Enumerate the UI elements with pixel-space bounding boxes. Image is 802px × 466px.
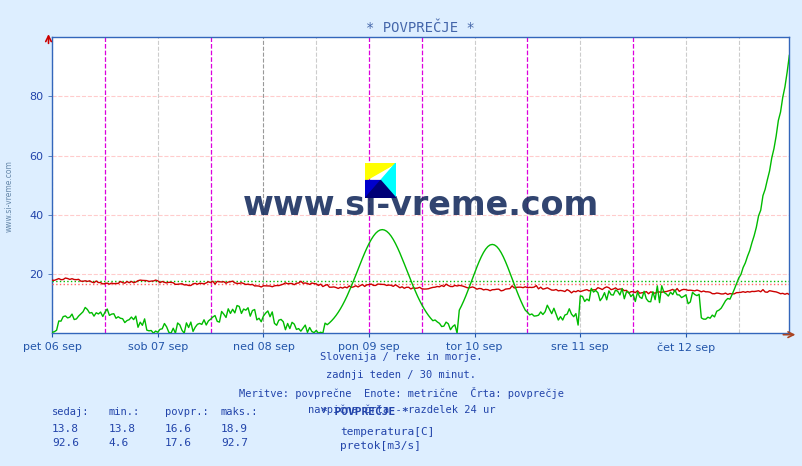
Text: 13.8: 13.8 bbox=[108, 425, 136, 434]
Text: 92.6: 92.6 bbox=[52, 439, 79, 448]
Polygon shape bbox=[380, 163, 395, 198]
Polygon shape bbox=[365, 181, 380, 198]
Polygon shape bbox=[365, 181, 395, 198]
Text: 16.6: 16.6 bbox=[164, 425, 192, 434]
Text: 18.9: 18.9 bbox=[221, 425, 248, 434]
Text: * POVPREČJE *: * POVPREČJE * bbox=[321, 407, 408, 417]
Text: temperatura[C]: temperatura[C] bbox=[340, 426, 435, 437]
Text: www.si-vreme.com: www.si-vreme.com bbox=[5, 160, 14, 232]
Text: www.si-vreme.com: www.si-vreme.com bbox=[242, 190, 598, 222]
Text: zadnji teden / 30 minut.: zadnji teden / 30 minut. bbox=[326, 370, 476, 379]
Polygon shape bbox=[365, 163, 395, 181]
Text: pretok[m3/s]: pretok[m3/s] bbox=[340, 441, 421, 452]
Text: Slovenija / reke in morje.: Slovenija / reke in morje. bbox=[320, 352, 482, 362]
Text: sedaj:: sedaj: bbox=[52, 407, 90, 417]
Title: * POVPREČJE *: * POVPREČJE * bbox=[366, 21, 475, 35]
Text: povpr.:: povpr.: bbox=[164, 407, 208, 417]
Text: 92.7: 92.7 bbox=[221, 439, 248, 448]
Text: Meritve: povprečne  Enote: metrične  Črta: povprečje: Meritve: povprečne Enote: metrične Črta:… bbox=[239, 387, 563, 399]
Text: min.:: min.: bbox=[108, 407, 140, 417]
Text: 13.8: 13.8 bbox=[52, 425, 79, 434]
Text: 17.6: 17.6 bbox=[164, 439, 192, 448]
Text: navpična črta - razdelek 24 ur: navpična črta - razdelek 24 ur bbox=[307, 405, 495, 416]
Text: maks.:: maks.: bbox=[221, 407, 258, 417]
Text: 4.6: 4.6 bbox=[108, 439, 128, 448]
